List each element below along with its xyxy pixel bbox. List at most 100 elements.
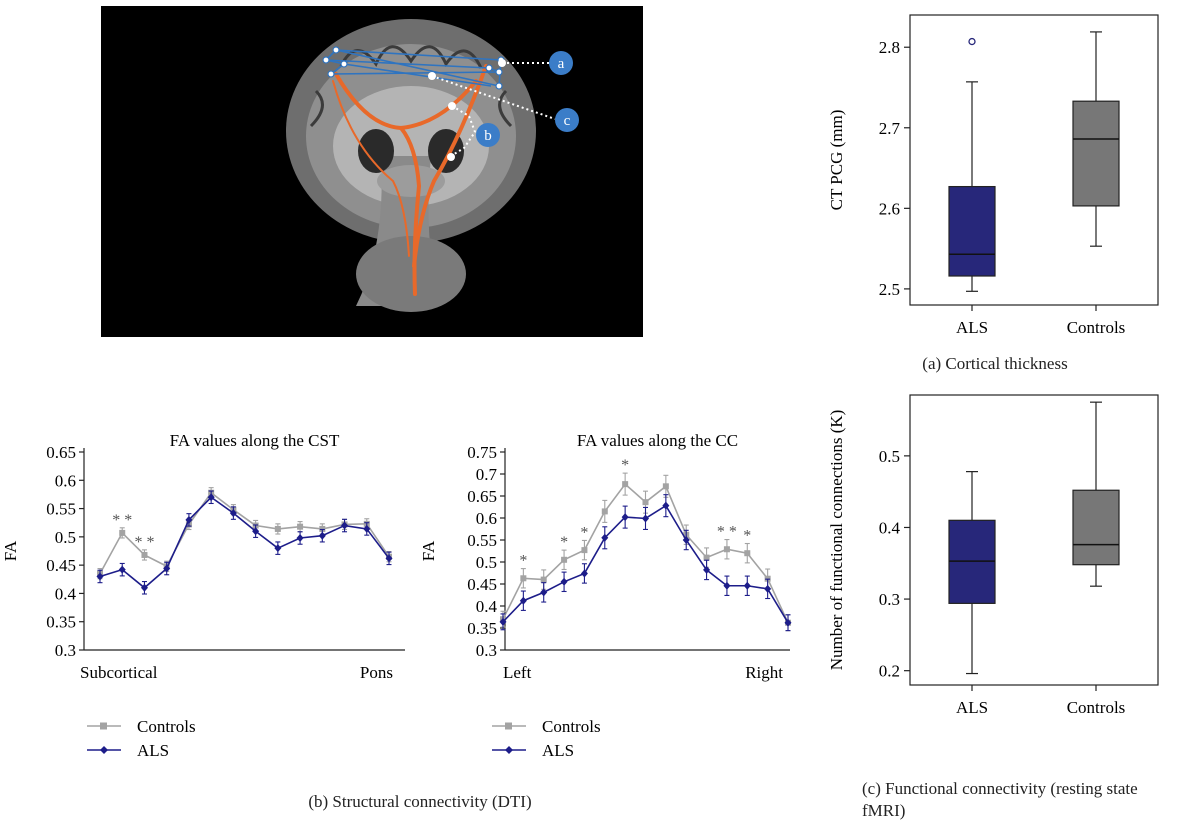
data-point (207, 493, 215, 502)
callout-a: a (549, 51, 573, 75)
plot-frame (909, 14, 1159, 306)
data-point (163, 564, 171, 573)
outlier-point (968, 37, 976, 46)
mri-illustration: a c b (101, 6, 643, 337)
y-tick-label: 0.35 (46, 613, 76, 632)
legend-als: ALS (492, 741, 574, 760)
x-tick-label: ALS (956, 318, 988, 337)
data-point (540, 576, 547, 583)
data-point (764, 584, 772, 593)
significance-marker: * (519, 553, 527, 570)
data-point (580, 569, 588, 578)
significance-marker: * * (717, 524, 737, 541)
data-point (682, 536, 690, 544)
data-point (723, 546, 730, 553)
svg-text:ALS: ALS (542, 741, 574, 760)
data-point (662, 501, 670, 510)
x-label-start: Subcortical (80, 663, 158, 682)
data-point (140, 583, 148, 592)
svg-text:Controls: Controls (137, 717, 196, 736)
y-axis-label: FA (1, 540, 20, 561)
y-tick-label: 0.5 (55, 528, 76, 547)
fa-cst-chart: FA values along the CST 0.3 0.35 0.4 0.45 0.5… (1, 431, 405, 682)
y-tick-label: 0.3 (55, 641, 76, 660)
y-tick-label: 0.4 (55, 584, 77, 603)
y-tick-label: 0.45 (467, 575, 497, 594)
data-point (601, 508, 608, 515)
chart-title: FA values along the CST (170, 431, 340, 450)
data-point (622, 481, 629, 488)
data-point (703, 565, 711, 574)
y-tick-label: 0.5 (879, 447, 900, 466)
legend-als: ALS (87, 741, 169, 760)
chart-title: FA values along the CC (577, 431, 738, 450)
data-point (385, 554, 393, 563)
data-point (560, 577, 568, 586)
mri-coronal-image: a c b (101, 6, 643, 337)
y-tick-label: 0.55 (46, 500, 76, 519)
svg-text:b: b (484, 128, 492, 144)
data-point (581, 547, 588, 554)
data-point (141, 551, 148, 558)
y-tick-label: 0.35 (467, 619, 497, 638)
data-point (363, 524, 371, 533)
x-tick-label: ALS (956, 698, 988, 717)
svg-text:Controls: Controls (542, 717, 601, 736)
data-point (520, 575, 527, 582)
x-label-end: Right (745, 663, 783, 682)
y-tick-label: 2.5 (879, 280, 900, 299)
data-point (642, 499, 649, 506)
y-tick-label: 0.3 (879, 590, 900, 609)
y-axis-label: Number of functional connections (K) (827, 410, 846, 671)
functional-network (325, 49, 502, 87)
significance-marker: * * (134, 534, 154, 551)
y-tick-label: 0.4 (879, 518, 901, 537)
data-point (499, 617, 507, 626)
plot-frame (909, 394, 1159, 686)
data-point (642, 514, 649, 523)
significance-marker: * (743, 528, 751, 545)
data-point (296, 533, 304, 542)
data-point (96, 572, 104, 581)
series-line-als (99, 496, 390, 589)
y-tick-label: 0.3 (476, 641, 497, 660)
legend-cst: Controls ALS (87, 717, 196, 760)
data-point (662, 483, 669, 490)
y-tick-label: 0.75 (467, 443, 497, 462)
data-point (341, 521, 349, 530)
data-point (744, 550, 751, 557)
data-point (743, 581, 751, 590)
caption-b: (b) Structural connectivity (DTI) (308, 792, 532, 811)
y-axis-label: CT PCG (mm) (827, 110, 846, 211)
y-tick-label: 0.6 (55, 471, 76, 490)
legend-cc: Controls ALS (492, 717, 601, 760)
data-point (274, 544, 282, 553)
caption-a: (a) Cortical thickness (922, 354, 1068, 373)
network-nodes (322, 46, 505, 90)
x-label-start: Left (503, 663, 532, 682)
data-point (561, 556, 568, 563)
x-tick-label: Controls (1067, 318, 1126, 337)
y-tick-label: 0.2 (879, 662, 900, 681)
legend-controls: Controls (492, 717, 601, 736)
data-point (723, 581, 731, 590)
significance-marker: * (580, 524, 588, 541)
callout-c: c (555, 108, 579, 132)
x-tick-label: Controls (1067, 698, 1126, 717)
y-axis-label: FA (420, 540, 438, 561)
significance-marker: * * (112, 512, 132, 529)
functional-connectivity-chart: 0.2 0.3 0.4 0.5 Number of functional connect… (827, 394, 1159, 717)
y-tick-label: 0.5 (476, 553, 497, 572)
y-tick-label: 0.65 (46, 443, 76, 462)
cortical-thickness-chart: 2.5 2.6 2.7 2.8 CT PCG (mm) ALS Controls (827, 14, 1159, 337)
data-point (185, 515, 193, 524)
y-tick-label: 0.7 (476, 465, 498, 484)
data-point (601, 533, 609, 542)
svg-text:c: c (564, 113, 571, 129)
brain-silhouette (286, 19, 536, 312)
data-point (540, 588, 548, 597)
y-tick-label: 0.55 (467, 531, 497, 550)
y-tick-label: 0.4 (476, 597, 498, 616)
svg-text:ALS: ALS (137, 741, 169, 760)
data-point (784, 618, 792, 627)
